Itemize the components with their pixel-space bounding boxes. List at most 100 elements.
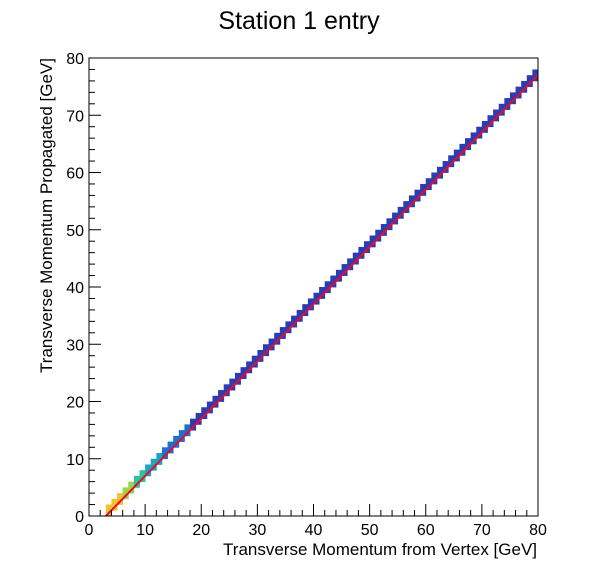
y-tick-label: 0 <box>75 509 84 526</box>
heatmap-bin <box>150 458 157 465</box>
heatmap-bin <box>117 493 124 500</box>
heatmap-bin <box>498 103 505 110</box>
heatmap-bin <box>257 349 264 357</box>
y-tick-label: 80 <box>66 51 84 68</box>
heatmap-bin <box>526 75 533 82</box>
heatmap-bin <box>470 132 477 139</box>
heatmap-bin <box>234 372 241 379</box>
x-tick-label: 30 <box>248 522 266 539</box>
heatmap-bin <box>509 92 516 99</box>
heatmap-bin <box>302 304 309 311</box>
heatmap-bin <box>122 487 129 494</box>
heatmap-bin <box>515 86 522 93</box>
heatmap-bin <box>459 143 466 150</box>
y-tick-label: 40 <box>66 280 84 297</box>
heatmap-bin <box>335 269 342 276</box>
heatmap-bin <box>493 109 500 116</box>
heatmap-bin <box>296 309 303 317</box>
x-tick-label: 70 <box>473 522 491 539</box>
y-tick-label: 70 <box>66 108 84 125</box>
heatmap-bin <box>436 166 443 173</box>
x-tick-label: 60 <box>417 522 435 539</box>
heatmap-bin <box>431 172 438 179</box>
heatmap-bin <box>386 218 393 225</box>
heatmap-bin <box>291 315 298 322</box>
heatmap-bin <box>229 378 236 385</box>
heatmap-bin <box>397 206 404 213</box>
heatmap-bin <box>156 453 163 460</box>
heatmap-bin <box>240 367 247 374</box>
y-tick-label: 60 <box>66 166 84 183</box>
x-tick-label: 20 <box>192 522 210 539</box>
y-axis-label: Transverse Momentum Propagated [GeV] <box>37 58 56 373</box>
heatmap-bin <box>218 390 225 397</box>
heatmap-bin <box>487 115 494 122</box>
chart-title: Station 1 entry <box>218 7 380 35</box>
heatmap-bin <box>145 464 152 471</box>
heatmap-bin <box>111 498 118 505</box>
heatmap-bin <box>307 298 314 305</box>
heatmap-bin <box>173 435 180 442</box>
heatmap-bin <box>190 418 197 425</box>
x-axis-label: Transverse Momentum from Vertex [GeV] <box>223 540 537 559</box>
heatmap-bin <box>392 212 399 219</box>
heatmap-bin <box>369 235 376 242</box>
x-tick-label: 50 <box>361 522 379 539</box>
heatmap-bin <box>481 120 488 128</box>
heatmap-bin <box>319 287 326 294</box>
heatmap-bin <box>476 126 483 133</box>
heatmap-bin <box>414 189 421 196</box>
x-tick-label: 80 <box>529 522 547 539</box>
heatmap-bin <box>380 224 387 231</box>
x-tick-label: 0 <box>85 522 94 539</box>
heatmap-bin <box>465 138 472 145</box>
x-tick-label: 40 <box>305 522 323 539</box>
heatmap-bin <box>420 183 427 191</box>
heatmap-bin <box>375 229 382 236</box>
heatmap-bin <box>139 470 146 477</box>
heatmap-bin <box>504 98 511 105</box>
heatmap-bin <box>330 275 337 282</box>
heatmap-bin <box>313 292 320 299</box>
heatmap-bin <box>453 149 460 156</box>
x-tick-label: 10 <box>136 522 154 539</box>
fit-line <box>105 74 539 517</box>
heatmap-bin <box>274 332 281 339</box>
heatmap-bin <box>206 401 213 408</box>
heatmap-bin <box>195 412 202 420</box>
heatmap-bin <box>532 69 539 76</box>
heatmap-bin <box>212 395 219 402</box>
y-tick-label: 10 <box>66 452 84 469</box>
heatmap-bin <box>347 258 354 265</box>
heatmap-bin <box>178 430 185 437</box>
heatmap-bin <box>285 321 292 328</box>
axis-ticks: 0 10 20 30 40 50 60 70 80 0 10 20 30 40 50 60 70 80 <box>66 51 547 539</box>
heatmap-bin <box>448 155 455 162</box>
heatmap-bin <box>105 504 112 511</box>
heatmap-bin <box>324 281 331 288</box>
y-tick-label: 20 <box>66 395 84 412</box>
heatmap-bin <box>364 241 371 248</box>
y-tick-label: 30 <box>66 337 84 354</box>
heatmap-bin <box>408 195 415 202</box>
heatmap-bin <box>167 441 174 448</box>
heatmap-bin <box>133 475 140 483</box>
heatmap-bin <box>128 481 135 488</box>
heatmap-bin <box>521 80 528 88</box>
heatmap-bin <box>341 264 348 271</box>
heatmap-bin <box>425 178 432 185</box>
heatmap-bin <box>403 201 410 208</box>
heatmap-bin <box>184 424 191 431</box>
heatmap-bin <box>251 355 258 362</box>
heatmap-bin <box>442 161 449 168</box>
heatmap-bin <box>161 447 168 454</box>
heatmap-bin <box>246 361 253 368</box>
heatmap-bin <box>358 246 365 254</box>
heatmap-bin <box>268 338 275 345</box>
y-tick-label: 50 <box>66 223 84 240</box>
heatmap-bin <box>201 407 208 414</box>
heatmap-bin <box>223 384 230 391</box>
fit-line-layer <box>105 74 539 517</box>
